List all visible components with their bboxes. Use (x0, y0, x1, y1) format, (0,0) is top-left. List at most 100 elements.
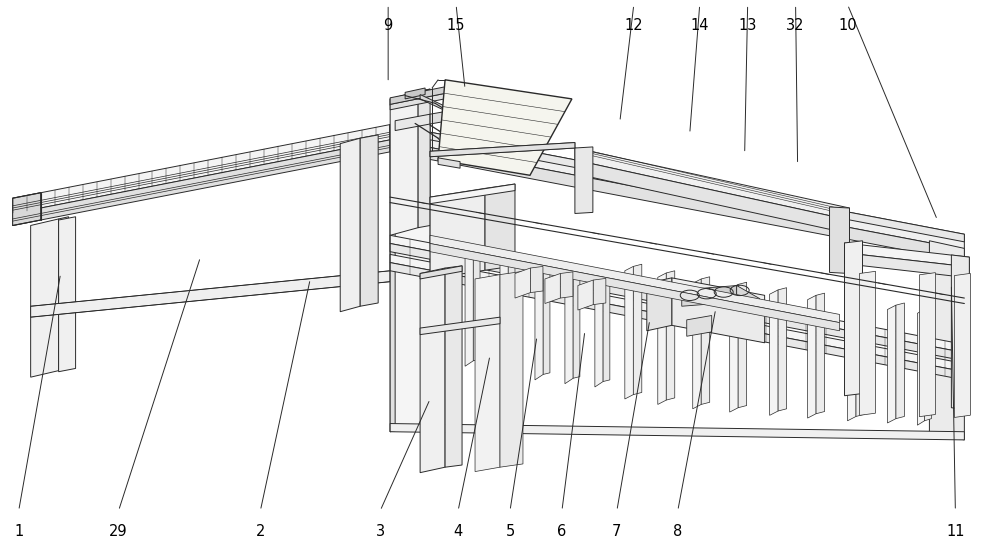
Polygon shape (625, 266, 633, 399)
Polygon shape (390, 91, 418, 235)
Polygon shape (530, 266, 543, 293)
Polygon shape (420, 266, 462, 279)
Polygon shape (430, 143, 575, 157)
Polygon shape (390, 86, 450, 104)
Polygon shape (887, 305, 896, 423)
Polygon shape (465, 252, 473, 366)
Text: 8: 8 (673, 525, 682, 539)
Polygon shape (390, 423, 964, 440)
Polygon shape (578, 280, 593, 310)
Polygon shape (59, 217, 76, 372)
Polygon shape (738, 282, 747, 408)
Polygon shape (390, 125, 964, 242)
Polygon shape (593, 278, 606, 305)
Polygon shape (500, 258, 508, 373)
Polygon shape (845, 243, 969, 267)
Polygon shape (770, 290, 778, 415)
Polygon shape (860, 271, 875, 415)
Polygon shape (420, 317, 500, 335)
Text: 3: 3 (376, 525, 385, 539)
Text: 15: 15 (447, 18, 465, 33)
Polygon shape (917, 309, 924, 425)
Polygon shape (390, 254, 964, 372)
Text: 2: 2 (256, 525, 265, 539)
Polygon shape (59, 217, 69, 371)
Polygon shape (687, 316, 712, 336)
Polygon shape (778, 288, 787, 411)
Polygon shape (830, 207, 850, 274)
Polygon shape (390, 243, 964, 361)
Polygon shape (666, 271, 675, 400)
Polygon shape (535, 265, 543, 380)
Polygon shape (845, 241, 862, 395)
Polygon shape (390, 125, 964, 249)
Polygon shape (420, 95, 455, 115)
Polygon shape (438, 158, 460, 168)
Polygon shape (816, 293, 825, 414)
Polygon shape (737, 286, 760, 314)
Polygon shape (430, 235, 840, 323)
Polygon shape (475, 275, 500, 472)
Polygon shape (848, 300, 856, 421)
Polygon shape (390, 124, 395, 432)
Polygon shape (418, 89, 430, 228)
Text: 5: 5 (505, 525, 515, 539)
Text: 32: 32 (786, 18, 805, 33)
Polygon shape (633, 264, 642, 394)
Polygon shape (603, 275, 610, 381)
Polygon shape (954, 274, 970, 417)
Polygon shape (560, 272, 573, 298)
Polygon shape (672, 278, 765, 302)
Text: 29: 29 (109, 525, 128, 539)
Polygon shape (730, 284, 738, 412)
Polygon shape (395, 114, 430, 131)
Polygon shape (390, 117, 430, 432)
Text: 10: 10 (838, 18, 857, 33)
Polygon shape (31, 271, 390, 317)
Polygon shape (390, 140, 964, 261)
Polygon shape (693, 279, 701, 409)
Polygon shape (340, 138, 360, 312)
Polygon shape (390, 263, 964, 380)
Polygon shape (13, 125, 390, 213)
Text: 11: 11 (946, 525, 965, 539)
Polygon shape (896, 303, 904, 418)
Polygon shape (919, 272, 935, 417)
Polygon shape (575, 160, 850, 234)
Text: 6: 6 (557, 525, 567, 539)
Polygon shape (13, 193, 41, 225)
Polygon shape (845, 253, 969, 278)
Polygon shape (515, 268, 530, 298)
Polygon shape (13, 140, 390, 225)
Text: 1: 1 (14, 525, 23, 539)
Polygon shape (924, 307, 931, 421)
Text: 7: 7 (612, 525, 622, 539)
Text: 12: 12 (625, 18, 643, 33)
Polygon shape (438, 80, 572, 175)
Polygon shape (595, 276, 603, 387)
Polygon shape (575, 148, 850, 220)
Polygon shape (430, 143, 575, 157)
Polygon shape (508, 257, 515, 368)
Polygon shape (405, 88, 425, 99)
Polygon shape (658, 273, 666, 404)
Polygon shape (808, 295, 816, 418)
Polygon shape (485, 184, 515, 270)
Polygon shape (856, 298, 864, 416)
Polygon shape (672, 284, 765, 343)
Polygon shape (430, 243, 840, 331)
Polygon shape (430, 184, 515, 203)
Polygon shape (647, 278, 672, 331)
Polygon shape (710, 286, 737, 304)
Polygon shape (951, 255, 969, 410)
Polygon shape (31, 219, 59, 377)
Polygon shape (473, 250, 480, 361)
Polygon shape (565, 271, 573, 383)
Polygon shape (929, 241, 964, 440)
Polygon shape (430, 110, 455, 124)
Polygon shape (682, 288, 710, 306)
Text: 9: 9 (384, 18, 393, 33)
Polygon shape (545, 274, 560, 304)
Polygon shape (543, 264, 550, 375)
Polygon shape (500, 271, 523, 467)
